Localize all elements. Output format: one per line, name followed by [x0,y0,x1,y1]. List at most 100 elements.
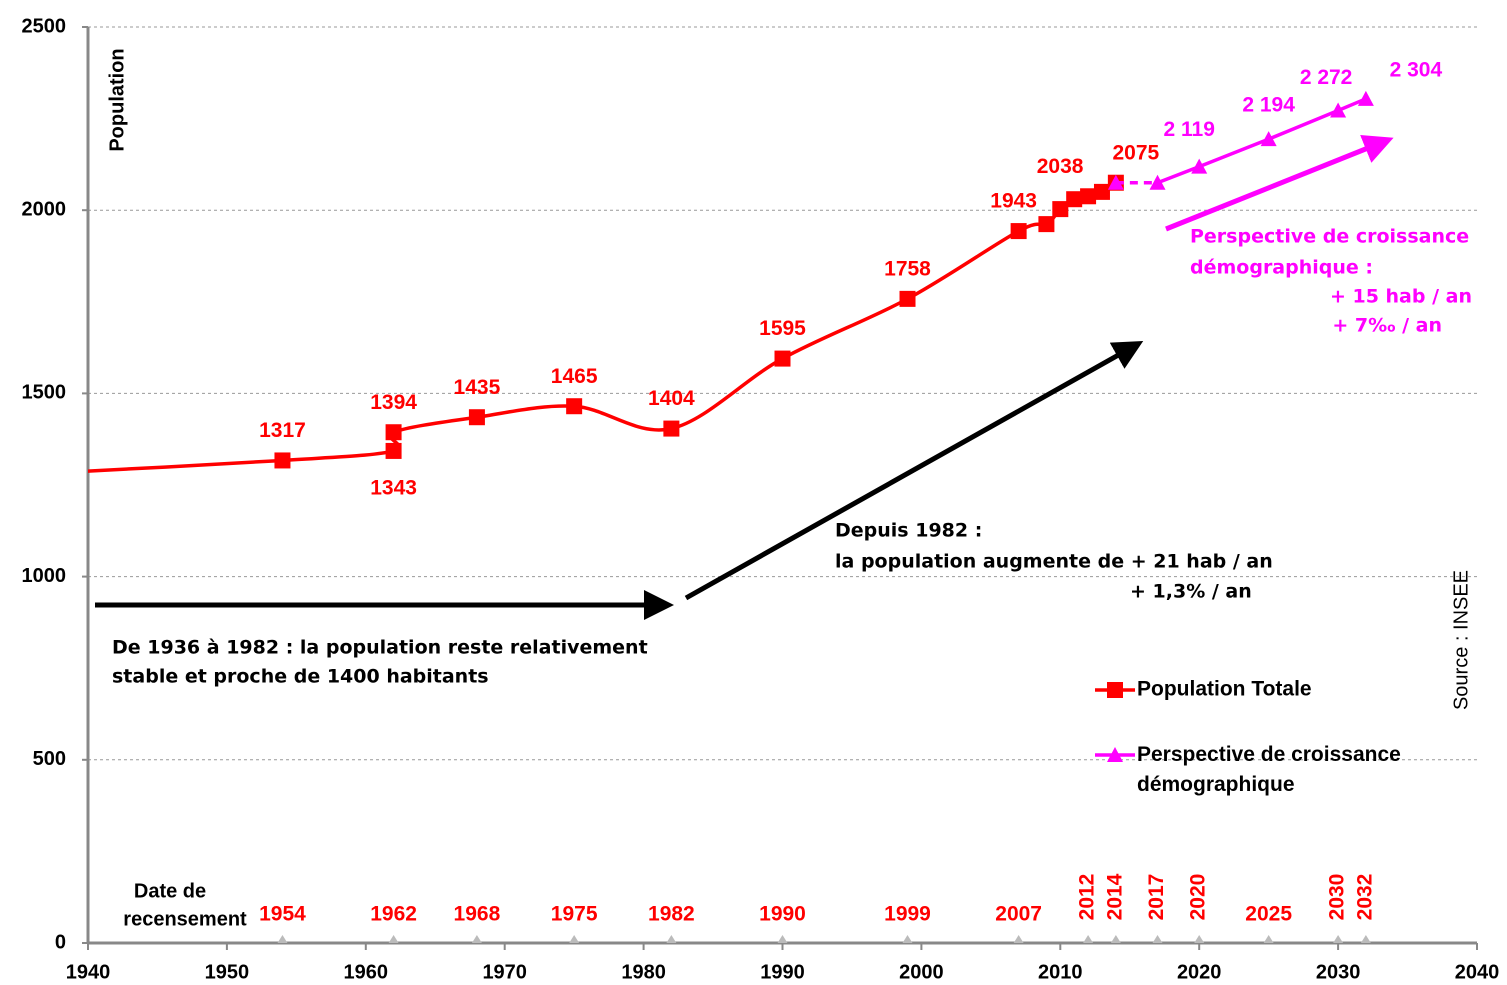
x-tick-label: 1950 [205,961,250,983]
y-tick-label: 2000 [22,198,67,220]
census-year: 1975 [551,903,598,926]
point [663,420,680,437]
x-tick-label: 1990 [760,961,805,983]
annotation: + 1,3% / an [1130,581,1252,603]
point [1107,174,1124,190]
x-tick-label: 2020 [1177,961,1222,983]
census-year: 2032 [1353,874,1376,921]
census-year: 2017 [1145,874,1168,921]
point [385,424,402,441]
x-tick-label: 1960 [344,961,389,983]
data-label: 2 119 [1163,118,1214,141]
legend-label: Perspective de croissance démographique [1137,743,1401,796]
point [1357,90,1374,106]
source: Source : INSEE [1450,570,1472,710]
census-marker [666,935,677,943]
census-year: 1968 [454,903,501,926]
data-label: 2 272 [1300,66,1353,89]
point [1066,191,1083,208]
y-tick-label: 1500 [22,382,67,404]
census-year: 1999 [884,903,931,926]
census-marker [277,935,288,943]
data-label: 1435 [454,376,501,399]
census-marker [569,935,580,943]
data-label: 1343 [370,476,417,499]
point [774,350,791,367]
x-tick-label: 2030 [1316,961,1361,983]
x-tick-label: 2000 [899,961,944,983]
point [24,466,40,482]
data-label: 1404 [648,387,695,410]
point [899,290,916,307]
annotation: démographique : [1190,257,1373,279]
y-tick-label: 500 [33,748,66,770]
census-marker [1263,935,1274,943]
census-marker [1194,935,1205,943]
y-tick-label: 0 [55,931,66,953]
census-year: 1982 [648,903,695,926]
point [1093,183,1110,200]
annotation: Depuis 1982 : [835,520,982,542]
legend-label: Population Totale [1137,678,1312,701]
point [1260,131,1277,147]
legend-marker [1107,682,1123,698]
census-title: Date de [134,880,206,902]
census-year: 2007 [995,903,1042,926]
census-marker [1083,935,1094,943]
census-marker [1110,935,1121,943]
census-year: 2012 [1076,874,1099,921]
point [1080,188,1097,205]
data-label: 1465 [551,365,598,388]
census-marker [1013,935,1024,943]
x-tick-label: 1940 [66,961,111,983]
annotation: Perspective de croissance [1190,226,1469,248]
census-year: 2020 [1187,874,1210,921]
legend-marker [1107,747,1123,762]
census-year: 2025 [1245,903,1292,926]
point [1149,174,1166,190]
data-label: 2038 [1037,155,1084,178]
annotation: De 1936 à 1982 : la population reste rel… [112,637,648,659]
x-tick-label: 2040 [1455,961,1500,983]
census-year: 1962 [370,903,417,926]
census-year: 2014 [1103,873,1126,920]
annotation: stable et proche de 1400 habitants [112,666,489,688]
census-year: 1954 [259,903,306,926]
annotation: la population augmente de + 21 hab / an [835,551,1273,573]
census-marker [471,935,482,943]
x-tick-label: 2010 [1038,961,1083,983]
legend-label-line: démographique [1137,773,1295,796]
census-marker [902,935,913,943]
data-label: 1758 [884,257,931,280]
point [1038,216,1055,233]
series-line [88,181,1117,473]
census-marker [1360,935,1371,943]
x-tick-label: 1970 [482,961,527,983]
annotation: + 7‰ / an [1332,315,1442,337]
data-label: 1595 [759,317,806,340]
arrow [1165,135,1394,232]
census-marker [388,935,399,943]
arrow [684,341,1144,601]
y-tick-label: 1000 [22,565,67,587]
point [1052,201,1069,218]
point [566,398,583,415]
data-label: 1394 [370,391,417,414]
census-marker [1152,935,1163,943]
data-label: 1943 [990,190,1037,213]
point [1330,102,1347,118]
point [274,452,291,469]
plot-area [24,90,1374,482]
data-label: 1317 [259,419,306,442]
census-title: recensement [123,908,247,930]
point [468,409,485,426]
y-tick-label: 2500 [22,15,67,37]
point [1010,223,1027,240]
data-label: 2 304 [1390,58,1443,81]
y-axis-label: Population [106,48,128,151]
point [1191,158,1208,174]
census-year: 1990 [759,903,806,926]
data-label: 2 194 [1242,94,1295,117]
data-label: 2075 [1113,141,1160,164]
